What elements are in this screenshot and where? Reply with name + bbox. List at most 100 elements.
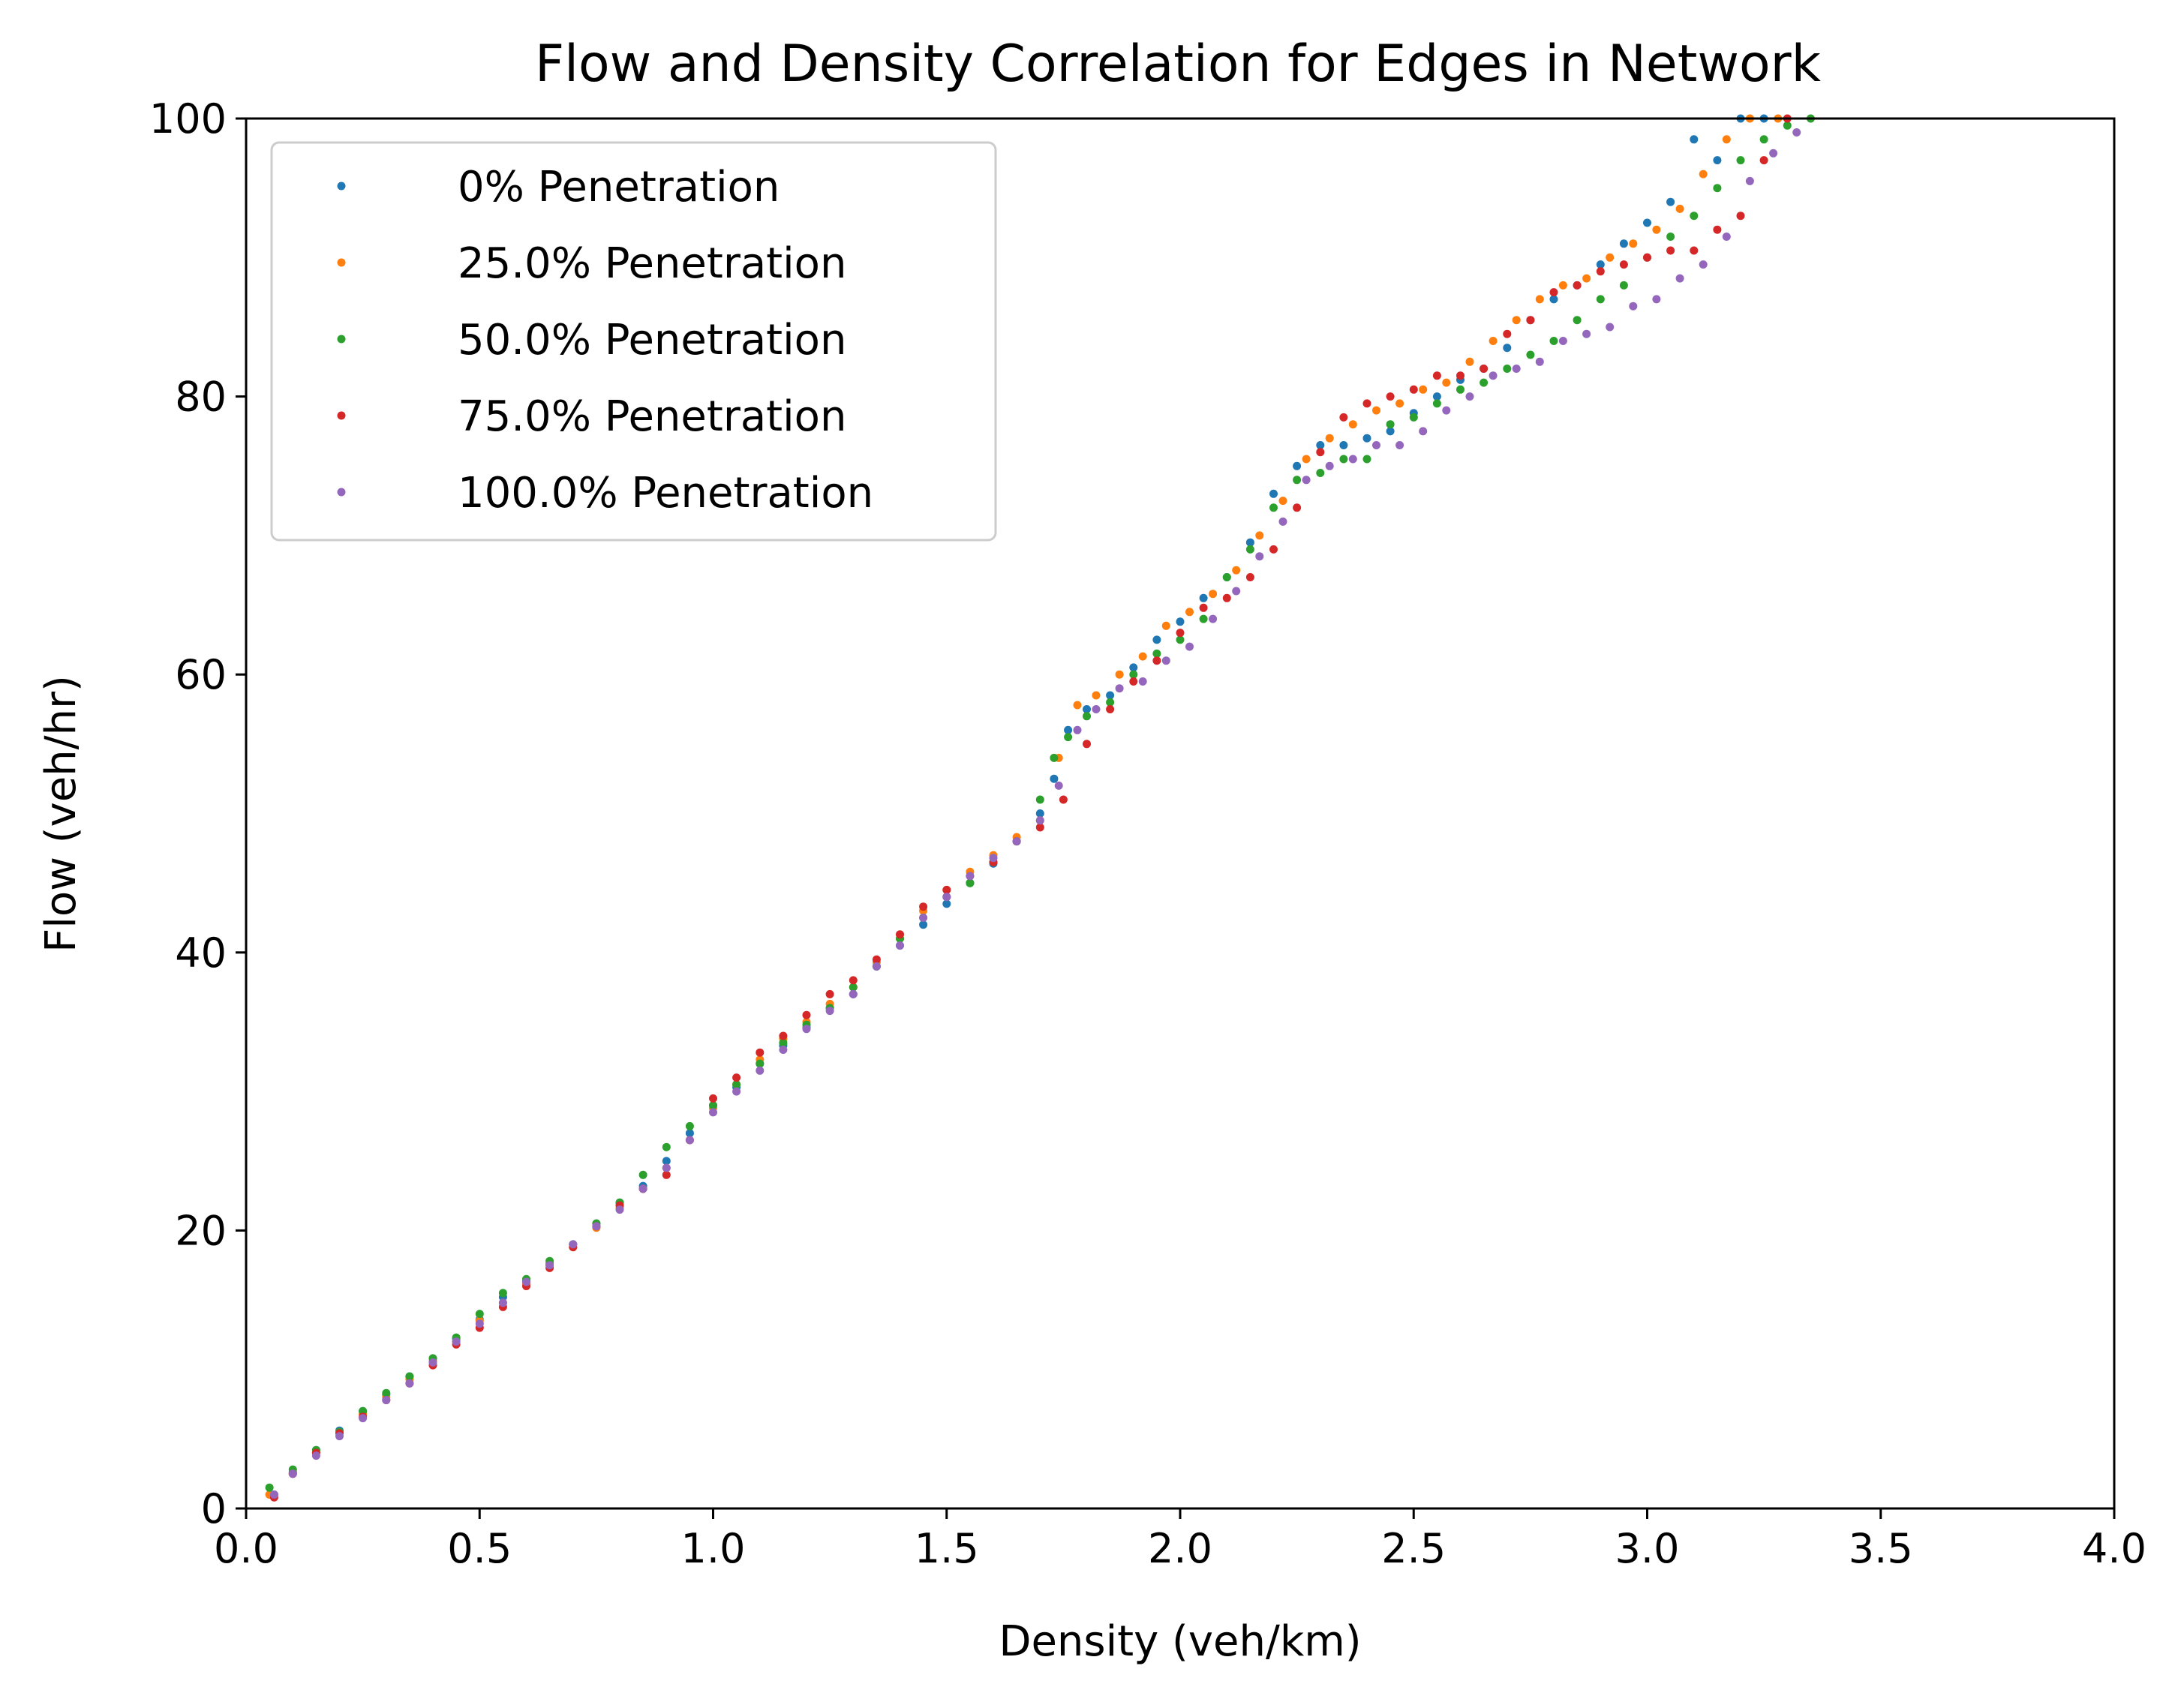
data-point (638, 1170, 647, 1179)
legend-entries: 0% Penetration 25.0% Penetration 50.0% Pen… (337, 163, 873, 518)
data-point (849, 983, 858, 992)
data-point (825, 1007, 834, 1016)
data-point (1232, 587, 1241, 596)
data-point (802, 1010, 811, 1019)
data-point (825, 989, 834, 998)
data-point (522, 1277, 530, 1286)
data-point (1395, 441, 1404, 449)
legend-label: 0% Penetration (458, 163, 780, 212)
y-tick-label: 0 (201, 1485, 227, 1532)
data-point (1129, 677, 1138, 686)
data-point (779, 1046, 788, 1054)
legend-label: 50.0% Penetration (458, 316, 846, 365)
y-axis-ticks: 0 20 40 60 80 100 (149, 95, 246, 1532)
data-point (1152, 656, 1161, 665)
data-point (662, 1142, 671, 1151)
x-tick-label: 1.5 (915, 1525, 979, 1572)
data-point (662, 1170, 671, 1179)
data-point (1325, 461, 1334, 470)
data-point (475, 1319, 484, 1328)
data-point (1395, 399, 1404, 408)
data-point (1245, 545, 1254, 554)
data-point (1138, 677, 1147, 686)
data-point (1372, 441, 1380, 449)
data-point (1316, 469, 1325, 477)
x-axis-label: Density (veh/km) (999, 1617, 1361, 1666)
data-point (1783, 121, 1792, 130)
x-tick-label: 2.5 (1381, 1525, 1446, 1572)
data-point (1325, 434, 1334, 443)
data-point (1152, 635, 1161, 644)
data-point (265, 1483, 274, 1492)
data-point (1652, 295, 1661, 304)
data-point (1582, 329, 1591, 338)
data-point (1736, 212, 1745, 221)
y-tick-label: 100 (149, 95, 227, 143)
data-point (1690, 212, 1699, 221)
data-point (1456, 385, 1465, 394)
data-point (1465, 392, 1474, 401)
data-point (1035, 795, 1044, 804)
data-point (1245, 538, 1254, 547)
data-point (1176, 635, 1185, 644)
data-point (405, 1372, 414, 1381)
data-point (1255, 531, 1264, 540)
data-point (428, 1358, 437, 1367)
data-point (1432, 399, 1441, 408)
data-point (269, 1490, 278, 1499)
x-tick-label: 0.5 (447, 1525, 512, 1572)
data-point (1596, 260, 1605, 269)
legend-label: 100.0% Penetration (458, 469, 873, 518)
data-point (1619, 239, 1628, 248)
data-point (1549, 337, 1558, 345)
data-point (1185, 608, 1194, 617)
data-point (849, 976, 858, 985)
data-point (685, 1121, 694, 1130)
legend-marker (337, 182, 346, 191)
x-tick-label: 1.0 (681, 1525, 746, 1572)
data-point (1348, 455, 1357, 464)
points-layer (265, 114, 1815, 1502)
data-point (1083, 740, 1091, 749)
data-point (1643, 218, 1651, 227)
data-point (1596, 267, 1605, 276)
data-point (1489, 337, 1498, 345)
data-point (1503, 329, 1512, 338)
data-point (732, 1080, 741, 1089)
data-point (1176, 617, 1185, 626)
data-point (1362, 399, 1371, 408)
data-point (1152, 649, 1161, 658)
data-point (1386, 392, 1395, 401)
data-point (756, 1066, 765, 1075)
data-point (1222, 573, 1231, 581)
data-point (1699, 260, 1708, 269)
data-point (942, 893, 951, 902)
data-point (1293, 503, 1302, 512)
data-point (335, 1432, 344, 1441)
data-point (475, 1310, 484, 1319)
data-point (1629, 302, 1638, 311)
data-point (1050, 774, 1059, 783)
data-point (966, 872, 975, 881)
data-point (638, 1184, 647, 1193)
data-point (1073, 701, 1082, 710)
data-point (1489, 371, 1498, 380)
data-point (1035, 809, 1044, 818)
data-point (1573, 281, 1582, 290)
y-tick-label: 40 (175, 929, 227, 977)
data-point (989, 854, 998, 863)
data-point (1138, 652, 1147, 661)
data-point (1372, 406, 1380, 415)
data-point (1035, 816, 1044, 825)
data-point (1606, 323, 1615, 332)
data-point (1619, 260, 1628, 269)
data-point (1713, 156, 1722, 165)
data-point (1269, 503, 1278, 512)
x-axis-ticks: 0.0 0.5 1.0 1.5 2.0 2.5 3.0 3.5 4.0 (214, 1508, 2146, 1572)
x-tick-label: 0.0 (214, 1525, 278, 1572)
data-point (872, 955, 881, 964)
data-point (1064, 725, 1073, 734)
data-point (1409, 413, 1418, 422)
